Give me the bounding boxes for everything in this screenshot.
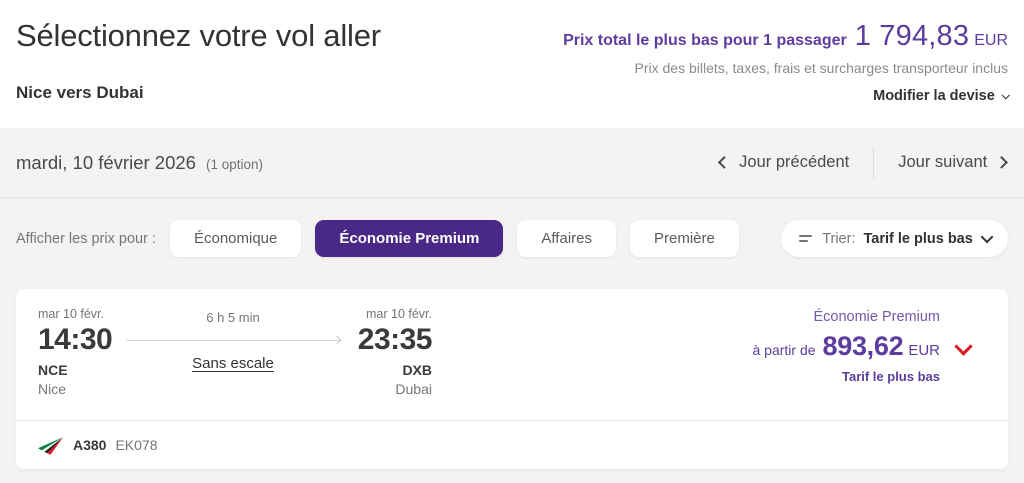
- chevron-down-icon: [1001, 90, 1010, 100]
- tab-first[interactable]: Première: [630, 220, 739, 257]
- header-right: Prix total le plus bas pour 1 passager 1…: [563, 14, 1010, 128]
- expand-column: [940, 307, 986, 420]
- flight-number: EK078: [115, 437, 158, 453]
- flight-card-main: mar 10 févr. 14:30 NCE Nice 6 h 5 min Sa…: [16, 289, 1008, 420]
- header-left: Sélectionnez votre vol aller Nice vers D…: [16, 14, 381, 128]
- fare-cabin-name: Économie Premium: [813, 309, 940, 325]
- next-day-label: Jour suivant: [898, 153, 988, 171]
- fare-block: Économie Premium à partir de 893,62 EUR …: [752, 307, 940, 420]
- flight-card-footer: A380 EK078: [16, 420, 1008, 469]
- cabin-filter-row: Afficher les prix pour : Économique Écon…: [0, 198, 1024, 289]
- stops-link[interactable]: Sans escale: [192, 355, 274, 372]
- emirates-flag-icon: [38, 436, 64, 455]
- lowest-price-label: Prix total le plus bas pour 1 passager: [563, 32, 847, 49]
- next-day-button[interactable]: Jour suivant: [896, 147, 1008, 178]
- fare-tag: Tarif le plus bas: [841, 369, 940, 384]
- arrival-city: Dubai: [395, 381, 432, 397]
- chevron-down-icon: [980, 230, 994, 244]
- lowest-total-price-line: Prix total le plus bas pour 1 passager 1…: [563, 20, 1008, 53]
- chevron-right-icon: [995, 156, 1008, 169]
- departure-airport-code: NCE: [38, 362, 68, 378]
- sort-icon: [799, 235, 813, 242]
- tab-business[interactable]: Affaires: [517, 220, 616, 257]
- arrival-block: mar 10 févr. 23:35 DXB Dubai: [348, 307, 433, 420]
- segment-middle: 6 h 5 min Sans escale: [118, 307, 348, 420]
- fare-amount: 893,62: [822, 331, 904, 361]
- departure-city: Nice: [38, 381, 67, 397]
- flight-path-arrow: [126, 335, 342, 345]
- flight-duration: 6 h 5 min: [206, 310, 260, 325]
- previous-day-label: Jour précédent: [739, 153, 850, 171]
- arrival-date: mar 10 févr.: [366, 307, 432, 321]
- lowest-price-currency: EUR: [974, 32, 1008, 49]
- nav-divider: [873, 147, 875, 178]
- price-inclusions-note: Prix des billets, taxes, frais et surcha…: [634, 60, 1009, 76]
- options-count: (1 option): [205, 156, 263, 172]
- selected-date: mardi, 10 février 2026: [16, 151, 196, 173]
- change-currency-button[interactable]: Modifier la devise: [873, 88, 1010, 104]
- expand-fares-button[interactable]: [953, 329, 973, 363]
- fare-prefix: à partir de: [752, 342, 816, 358]
- departure-time: 14:30: [38, 323, 113, 356]
- sort-dropdown[interactable]: Trier: Tarif le plus bas: [781, 220, 1008, 257]
- tab-economy[interactable]: Économique: [169, 220, 302, 257]
- route-subtitle: Nice vers Dubai: [16, 83, 144, 102]
- day-navigation: Jour précédent Jour suivant: [718, 147, 1008, 178]
- change-currency-label: Modifier la devise: [873, 88, 995, 104]
- chevron-down-red-icon: [953, 336, 973, 356]
- arrival-time: 23:35: [357, 323, 433, 356]
- page-title: Sélectionnez votre vol aller: [16, 18, 381, 53]
- date-bar: mardi, 10 février 2026 (1 option) Jour p…: [0, 128, 1024, 198]
- selected-date-group: mardi, 10 février 2026 (1 option): [16, 152, 263, 174]
- previous-day-button[interactable]: Jour précédent: [718, 147, 851, 178]
- results-area: mardi, 10 février 2026 (1 option) Jour p…: [0, 128, 1024, 483]
- cabin-tabs: Économique Économie Premium Affaires Pre…: [169, 220, 739, 257]
- arrival-airport-code: DXB: [402, 362, 432, 378]
- filter-label: Afficher les prix pour :: [16, 230, 156, 247]
- departure-date: mar 10 févr.: [38, 307, 104, 321]
- fare-currency: EUR: [908, 342, 940, 359]
- fare-price-line: à partir de 893,62 EUR: [752, 331, 940, 362]
- departure-block: mar 10 févr. 14:30 NCE Nice: [38, 307, 118, 420]
- chevron-left-icon: [718, 156, 731, 169]
- aircraft-type: A380: [73, 437, 107, 453]
- lowest-price-amount: 1 794,83: [854, 20, 970, 52]
- sort-value: Tarif le plus bas: [863, 230, 973, 247]
- page-header: Sélectionnez votre vol aller Nice vers D…: [0, 0, 1024, 128]
- tab-premium-economy[interactable]: Économie Premium: [315, 220, 504, 257]
- sort-prefix: Trier:: [822, 230, 856, 247]
- flight-result-card: mar 10 févr. 14:30 NCE Nice 6 h 5 min Sa…: [16, 289, 1008, 469]
